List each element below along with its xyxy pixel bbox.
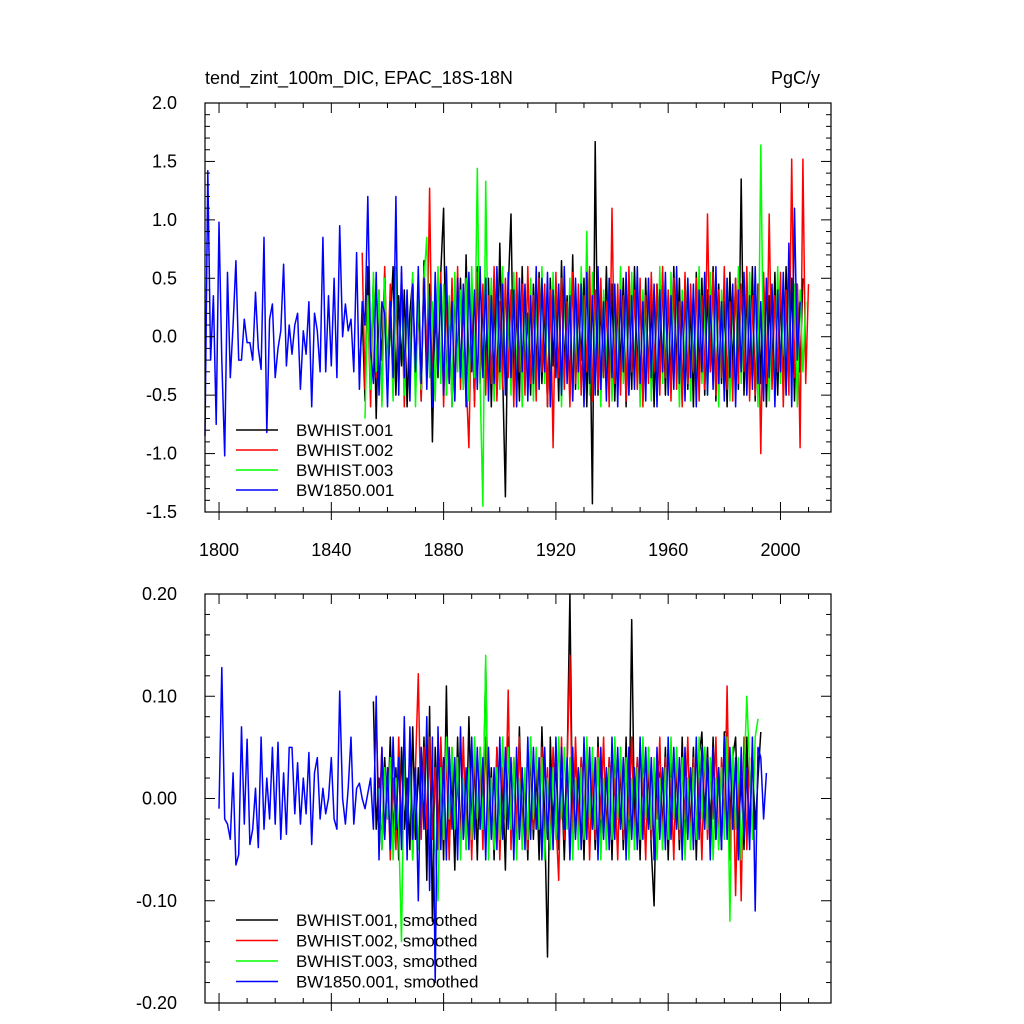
top-x-tick-label: 2000 xyxy=(760,540,800,560)
bottom-legend-label-3: BWHIST.003, smoothed xyxy=(296,952,477,971)
top-panel-units: PgC/y xyxy=(771,68,820,88)
top-panel-series xyxy=(204,140,810,507)
top-x-tick-label: 1840 xyxy=(311,540,351,560)
top-legend-label-1: BWHIST.001 xyxy=(296,421,393,440)
bottom-panel: -0.20 -0.10 0.00 0.10 0.20 BWHIST.001, smoot… xyxy=(136,584,832,1013)
top-series-line-4 xyxy=(204,170,801,457)
top-x-tick-label: 1880 xyxy=(424,540,464,560)
top-legend-label-4: BW1850.001 xyxy=(296,481,394,500)
top-panel: tend_zint_100m_DIC, EPAC_18S-18N PgC/y -… xyxy=(146,68,832,560)
top-y-tick-label: 0.5 xyxy=(152,268,177,288)
bottom-y-tick-label: 0.10 xyxy=(142,686,177,706)
top-x-tick-label: 1960 xyxy=(648,540,688,560)
bottom-y-tick-label: 0.00 xyxy=(142,789,177,809)
top-x-tick-label: 1800 xyxy=(199,540,239,560)
bottom-panel-legend: BWHIST.001, smoothed BWHIST.002, smoothed… xyxy=(236,911,478,992)
bottom-panel-ticks: -0.20 -0.10 0.00 0.10 0.20 xyxy=(136,584,831,1013)
top-legend-label-2: BWHIST.002 xyxy=(296,441,393,460)
top-y-tick-label: 0.0 xyxy=(152,327,177,347)
top-panel-frame xyxy=(204,102,832,513)
bottom-y-tick-label: -0.10 xyxy=(136,891,177,911)
bottom-y-tick-label: -0.20 xyxy=(136,993,177,1013)
top-y-tick-label: 2.0 xyxy=(152,93,177,113)
top-x-tick-label: 1920 xyxy=(536,540,576,560)
top-panel-ticks: -1.5 -1.0 -0.5 0.0 0.5 1.0 1.5 2.0 1800 1840 1880 1… xyxy=(146,93,831,560)
top-y-tick-label: -1.0 xyxy=(146,444,177,464)
top-y-tick-label: 1.0 xyxy=(152,210,177,230)
bottom-panel-series xyxy=(218,593,768,984)
bottom-y-tick-label: 0.20 xyxy=(142,584,177,604)
top-y-tick-label: -1.5 xyxy=(146,502,177,522)
top-y-tick-label: 1.5 xyxy=(152,151,177,171)
bottom-series-line-4 xyxy=(218,666,768,984)
top-panel-title: tend_zint_100m_DIC, EPAC_18S-18N xyxy=(205,68,513,89)
bottom-legend-label-1: BWHIST.001, smoothed xyxy=(296,911,477,930)
bottom-legend-label-4: BW1850.001, smoothed xyxy=(296,973,478,992)
top-y-tick-label: -0.5 xyxy=(146,385,177,405)
bottom-legend-label-2: BWHIST.002, smoothed xyxy=(296,932,477,951)
top-legend-label-3: BWHIST.003 xyxy=(296,461,393,480)
